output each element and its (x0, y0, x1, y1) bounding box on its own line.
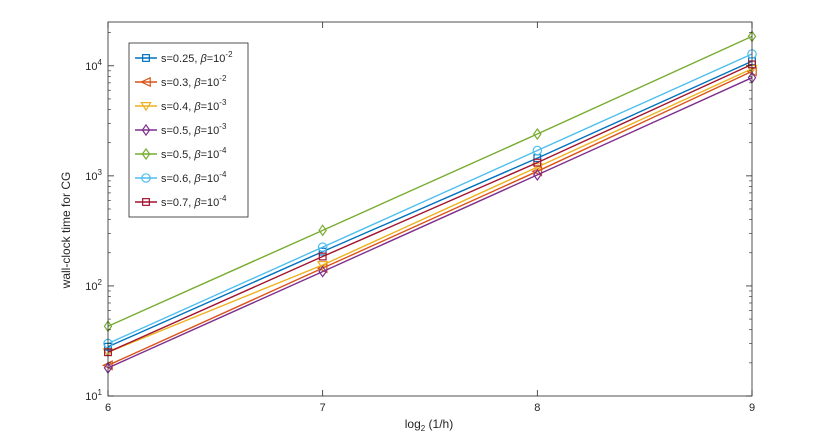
data-point (533, 127, 542, 141)
data-point (531, 163, 544, 173)
data-point (141, 123, 151, 137)
legend-entry: s=0.3, β=10-2 (135, 74, 227, 89)
legend-label: s=0.7, β=10-4 (161, 194, 227, 209)
series-line (107, 60, 753, 348)
y-axis-label: wall-clock time for CG (59, 172, 73, 290)
series-line (107, 53, 753, 345)
axes: 6 7 8 9 101 102 103 104 (85, 21, 755, 414)
y-tick-label: 104 (85, 58, 102, 73)
data-point (142, 54, 150, 62)
legend-label: s=0.25, β=10-2 (161, 50, 233, 65)
data-point (317, 242, 328, 252)
series-line (107, 68, 753, 353)
data-point (532, 145, 543, 156)
data-point (318, 252, 327, 261)
series-line (107, 70, 753, 366)
legend-entry: s=0.7, β=10-4 (135, 194, 227, 209)
data-point (318, 265, 327, 278)
x-tick-label: 8 (534, 402, 540, 414)
legend-label: s=0.6, β=10-4 (161, 170, 227, 185)
data-point (533, 158, 542, 167)
legend: s=0.25, β=10-2 s=0.3, β=10-2 s=0.4, β=10-3… (128, 42, 249, 218)
data-point (139, 76, 151, 88)
series-line (107, 35, 753, 327)
legend-entry: s=0.5, β=10-4 (135, 146, 227, 161)
series-line (107, 77, 753, 369)
y-tick-label: 101 (85, 388, 102, 403)
y-tick-label: 102 (85, 278, 102, 293)
data-point (140, 102, 152, 112)
y-tick-label: 103 (85, 168, 102, 183)
legend-label: s=0.4, β=10-3 (161, 98, 227, 113)
data-point (318, 247, 327, 256)
series-line (107, 63, 753, 353)
legend-entry: s=0.4, β=10-3 (135, 98, 227, 113)
legend-label: s=0.5, β=10-3 (161, 122, 227, 137)
legend-label: s=0.5, β=10-4 (161, 146, 227, 161)
data-point (316, 261, 329, 271)
legend-entry: s=0.25, β=10-2 (135, 50, 233, 65)
data-point (533, 168, 542, 181)
data-point (142, 198, 150, 206)
data-point (318, 224, 327, 237)
legend-entry: s=0.6, β=10-4 (135, 170, 227, 185)
x-tick-label: 6 (105, 402, 111, 414)
data-point (141, 173, 151, 183)
legend-entry: s=0.5, β=10-3 (135, 122, 227, 137)
x-tick-label: 9 (749, 402, 755, 414)
legend-label: s=0.3, β=10-2 (161, 74, 227, 89)
x-axis-label: log2 (1/h) (405, 417, 453, 433)
x-tick-label: 7 (320, 402, 326, 414)
data-point (141, 147, 151, 161)
